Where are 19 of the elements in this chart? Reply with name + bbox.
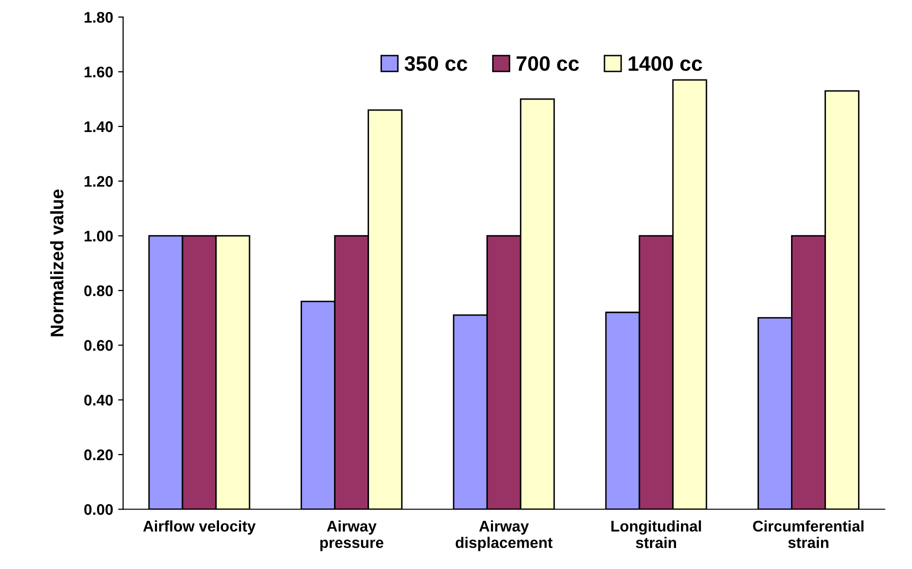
legend-label: 350 cc [404,56,468,71]
y-tick-label: 1.00 [84,230,113,242]
y-tick-label: 0.20 [84,449,113,460]
y-tick-label: 1.60 [84,66,113,78]
x-tick-label: Airflow velocity [143,520,256,535]
y-tick-label: 0.80 [84,285,113,296]
x-tick-label: Circumferential strain [753,520,864,548]
y-axis-title: Normalized value [50,190,64,336]
y-tick-label: 1.40 [84,121,113,132]
legend-label: 700 cc [516,56,579,71]
x-tick-label: Longitudinal strain [611,520,701,548]
legend-label: 1400 cc [628,56,702,71]
y-tick-label: 0.60 [84,340,113,351]
x-tick-label: Airway pressure [320,520,384,552]
y-tick-label: 1.20 [84,176,113,187]
y-tick-label: 1.80 [84,12,113,23]
x-tick-label: Airway displacement [456,520,553,552]
y-tick-label: 0.00 [84,504,113,515]
y-tick-label: 0.40 [84,394,113,406]
